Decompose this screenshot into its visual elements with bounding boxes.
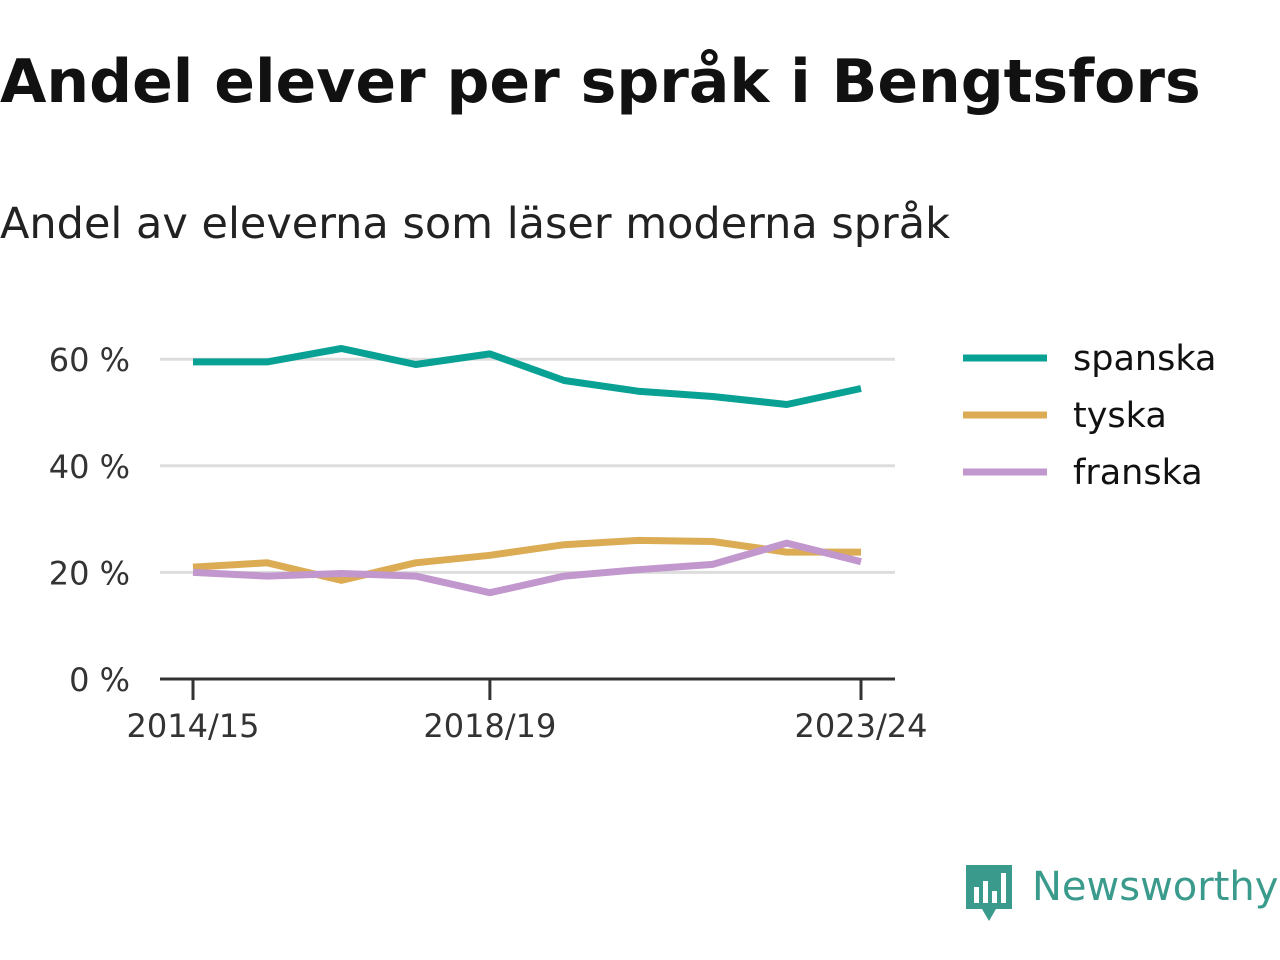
legend: spanska tyska franska [963,339,1216,493]
x-tick-label: 2014/15 [127,707,260,745]
brand-name: Newsworthy [1032,864,1279,910]
y-tick-label: 60 % [49,341,130,379]
brand-logo: Newsworthy [964,862,1278,926]
x-tick-label: 2023/24 [795,707,928,745]
y-tick-label: 20 % [49,554,130,592]
legend-label-tyska: tyska [1073,396,1167,436]
x-axis: 2014/15 2018/19 2023/24 [127,677,928,745]
x-tick-label: 2018/19 [423,707,556,745]
newsworthy-logo-icon [966,865,1012,921]
legend-label-spanska: spanska [1073,339,1216,379]
chart-title: Andel elever per språk i Bengtsfors [0,47,1201,117]
series-lines [192,345,862,597]
y-axis: 0 % 20 % 40 % 60 % [49,341,130,699]
series-line-spanska [193,345,862,408]
y-tick-label: 0 % [69,661,130,699]
chart-subtitle: Andel av eleverna som läser moderna språ… [0,199,950,249]
legend-label-franska: franska [1073,453,1203,493]
series-line-franska [192,539,862,597]
y-tick-label: 40 % [49,448,130,486]
